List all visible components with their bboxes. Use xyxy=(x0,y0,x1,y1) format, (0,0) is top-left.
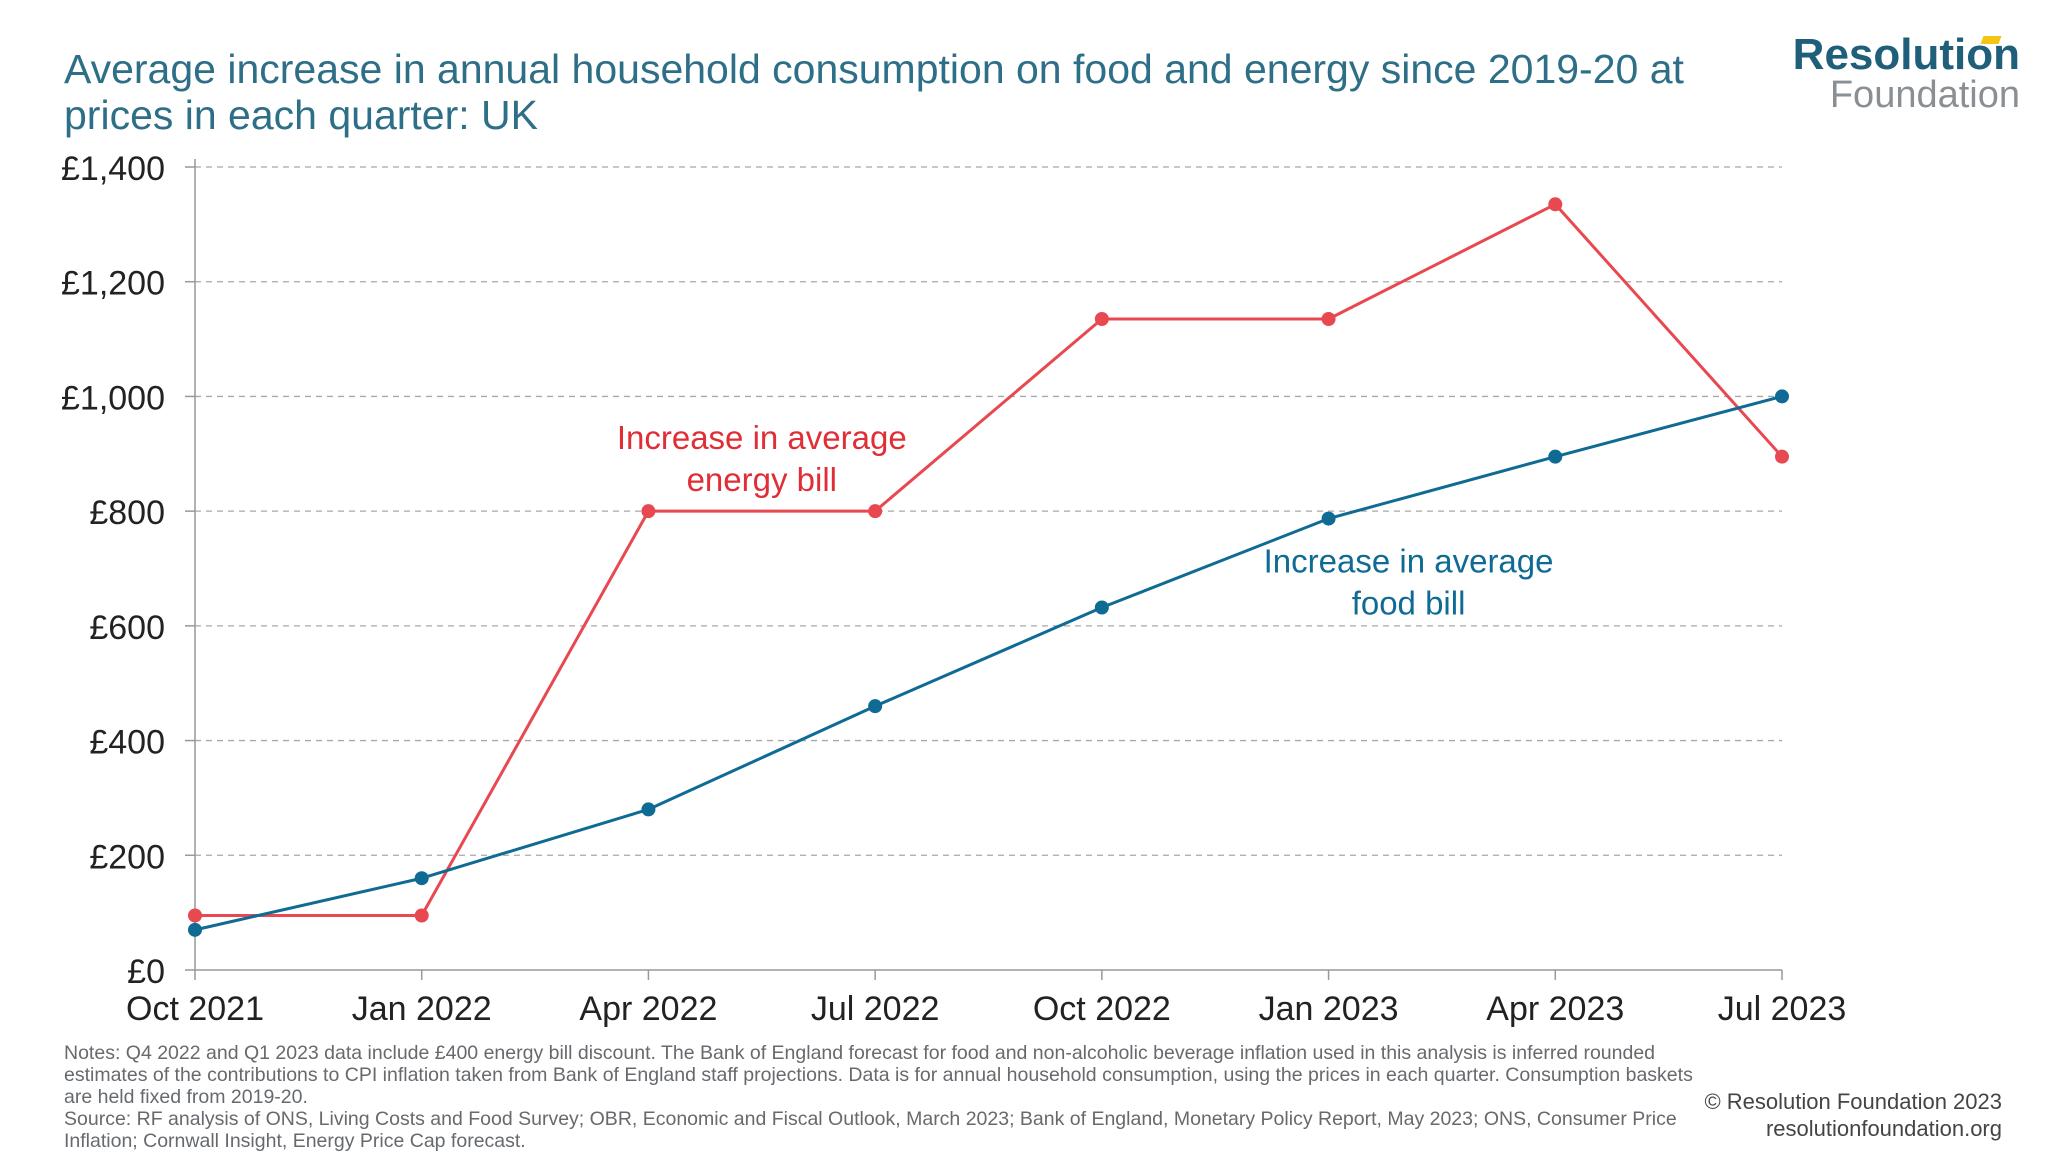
x-tick-label: Jan 2023 xyxy=(1259,990,1399,1028)
data-point-energy xyxy=(414,908,429,923)
x-tick-labels: Oct 2021 Jan 2022 Apr 2022 Jul 2022 Oct 2022… xyxy=(126,990,1846,1028)
chart-title: Average increase in annual household con… xyxy=(64,46,1684,138)
y-tick-label: £400 xyxy=(89,724,165,762)
website-text: resolutionfoundation.org xyxy=(1765,1116,2002,1141)
axes xyxy=(185,159,1783,980)
copyright-text: © Resolution Foundation 2023 xyxy=(1704,1089,2002,1114)
copyright-block: © Resolution Foundation 2023 resolutionf… xyxy=(1704,1088,2002,1142)
logo-sub-text: Foundation xyxy=(1829,74,2020,116)
x-tick-label: Apr 2023 xyxy=(1486,990,1624,1028)
food-series-label: Increase in average xyxy=(1264,543,1554,580)
y-tick-label: £1,400 xyxy=(61,150,165,188)
x-tick-label: Apr 2022 xyxy=(579,990,717,1028)
data-point-food xyxy=(1775,389,1789,404)
series-line-energy xyxy=(195,202,1784,918)
data-point-food xyxy=(414,871,429,886)
x-tick-label: Oct 2022 xyxy=(1033,990,1171,1028)
x-tick-label: Oct 2021 xyxy=(126,990,264,1028)
y-tick-label: £800 xyxy=(89,494,165,532)
y-tick-label: £200 xyxy=(89,838,165,876)
energy-series-label: Increase in average xyxy=(617,419,907,456)
data-point-food xyxy=(1548,449,1563,464)
y-tick-labels: £0 £200 £400 £600 £800 £1,000 £1,200 £1,400 xyxy=(61,150,165,991)
y-tick-label: £0 xyxy=(127,953,165,991)
data-point-food xyxy=(188,922,202,937)
resolution-foundation-logo: Resolution Foundation xyxy=(1780,30,2020,120)
x-tick-label: Jul 2022 xyxy=(811,990,940,1028)
data-point-energy xyxy=(1775,449,1789,464)
data-point-energy xyxy=(1321,311,1336,326)
food-series-label: food bill xyxy=(1352,585,1466,622)
source-text: Source: RF analysis of ONS, Living Costs… xyxy=(64,1108,1677,1152)
grid-lines xyxy=(195,166,1782,856)
data-point-food xyxy=(1094,600,1109,615)
y-tick-label: £600 xyxy=(89,609,165,647)
data-point-food xyxy=(1321,511,1336,526)
data-point-energy xyxy=(1094,311,1109,326)
notes-text: Notes: Q4 2022 and Q1 2023 data include … xyxy=(64,1042,1693,1108)
y-tick-label: £1,200 xyxy=(61,265,165,303)
data-point-energy xyxy=(868,504,883,519)
logo-main-text: Resolution xyxy=(1792,30,2020,79)
x-tick-label: Jul 2023 xyxy=(1718,990,1847,1028)
data-point-food xyxy=(868,699,883,714)
series-group xyxy=(188,197,1789,937)
data-point-energy xyxy=(1548,197,1563,212)
data-point-energy xyxy=(188,908,202,923)
notes-block: Notes: Q4 2022 and Q1 2023 data include … xyxy=(64,1042,1704,1152)
energy-series-label: energy bill xyxy=(687,461,837,498)
series-labels: Increase in average energy bill Increase i… xyxy=(617,419,1554,621)
data-point-food xyxy=(641,802,656,817)
series-line-food xyxy=(194,394,1783,932)
y-tick-label: £1,000 xyxy=(61,379,165,417)
x-tick-label: Jan 2022 xyxy=(352,990,492,1028)
data-point-energy xyxy=(641,504,656,519)
